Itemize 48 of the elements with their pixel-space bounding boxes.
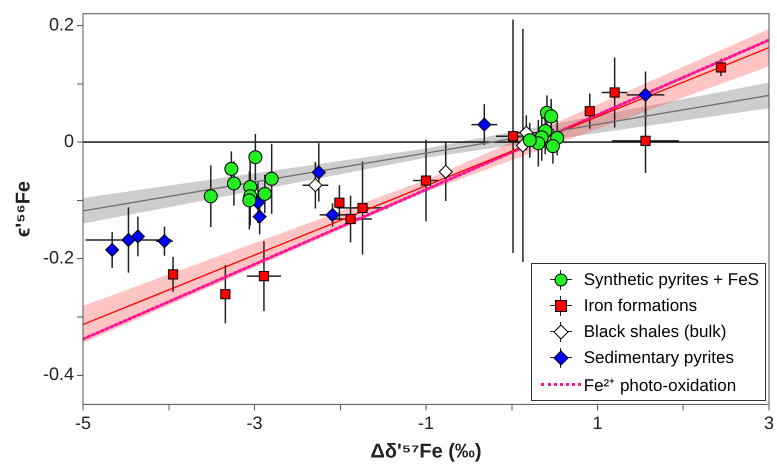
legend-label: Black shales (bulk) bbox=[584, 322, 726, 342]
point bbox=[248, 150, 262, 164]
legend-label: Sedimentary pyrites bbox=[584, 348, 734, 368]
point bbox=[345, 214, 356, 224]
x-tick-label: 3 bbox=[764, 413, 774, 434]
point bbox=[477, 118, 492, 132]
x-tick-label: -1 bbox=[418, 413, 434, 434]
point bbox=[121, 233, 136, 247]
legend-label: Synthetic pyrites + FeS bbox=[584, 270, 759, 290]
point bbox=[224, 162, 238, 176]
point bbox=[638, 88, 653, 102]
x-tick-label: 1 bbox=[592, 413, 603, 434]
point bbox=[546, 139, 560, 154]
point bbox=[168, 269, 178, 280]
y-tick-label: 0 bbox=[64, 131, 74, 152]
point bbox=[716, 62, 726, 73]
point bbox=[220, 289, 230, 300]
point bbox=[105, 242, 120, 257]
point bbox=[258, 271, 270, 282]
point bbox=[226, 176, 241, 190]
point bbox=[584, 106, 595, 116]
point bbox=[640, 136, 651, 146]
point bbox=[326, 208, 340, 222]
point bbox=[258, 186, 272, 201]
y-axis-title: ϵ'⁵⁶Fe bbox=[12, 180, 35, 238]
point bbox=[357, 202, 368, 214]
point bbox=[544, 109, 558, 124]
point bbox=[264, 172, 279, 186]
point bbox=[252, 210, 267, 224]
y-tick-label: -0.4 bbox=[42, 364, 74, 384]
point bbox=[312, 165, 326, 180]
point bbox=[130, 230, 145, 244]
point bbox=[242, 193, 256, 208]
point bbox=[610, 87, 620, 98]
point bbox=[420, 175, 432, 186]
point bbox=[508, 131, 518, 142]
point bbox=[308, 178, 322, 192]
point bbox=[522, 133, 537, 148]
point bbox=[204, 189, 218, 204]
x-tick-label: -5 bbox=[75, 413, 92, 434]
point bbox=[438, 164, 453, 179]
legend-label: Fe²⁺ photo-oxidation bbox=[584, 374, 736, 396]
y-tick-label: 0.2 bbox=[48, 14, 74, 34]
x-tick-label: -3 bbox=[246, 413, 263, 434]
legend-label: Iron formations bbox=[584, 296, 698, 316]
point bbox=[334, 198, 344, 208]
x-axis-title: Δδ'⁵⁷Fe (‰) bbox=[370, 440, 482, 463]
y-tick-label: -0.2 bbox=[42, 248, 74, 268]
